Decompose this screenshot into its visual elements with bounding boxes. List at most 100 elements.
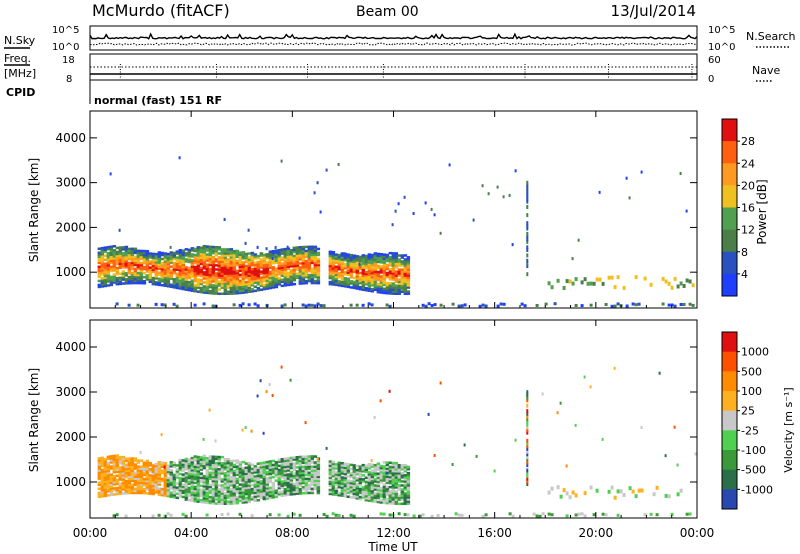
range-time-cell xyxy=(136,255,141,259)
range-time-cell xyxy=(316,253,321,257)
range-time-cell xyxy=(193,459,198,462)
y-tick-label: 3000 xyxy=(55,385,86,399)
range-time-cell xyxy=(196,463,201,467)
range-time-cell xyxy=(232,268,237,271)
range-time-cell xyxy=(205,287,210,291)
range-time-cell xyxy=(211,498,216,501)
range-time-cell xyxy=(154,281,159,284)
range-time-cell xyxy=(379,259,384,262)
range-time-cell xyxy=(364,256,369,260)
range-time-cell xyxy=(385,501,390,505)
range-time-cell xyxy=(217,472,222,475)
range-time-cell xyxy=(355,283,360,286)
range-time-cell xyxy=(205,271,210,274)
range-time-cell xyxy=(259,476,264,479)
range-time-cell xyxy=(358,469,363,472)
range-time-cell xyxy=(211,284,216,287)
range-time-cell xyxy=(364,490,369,494)
range-time-cell xyxy=(223,270,228,273)
range-time-cell xyxy=(223,496,228,499)
range-time-cell xyxy=(121,476,126,479)
range-time-cell xyxy=(382,489,387,492)
cpid-value: normal (fast) 151 RF xyxy=(94,94,222,107)
range-time-cell xyxy=(181,287,186,291)
range-time-cell xyxy=(229,252,234,255)
range-time-cell xyxy=(163,464,168,467)
range-time-cell xyxy=(187,492,192,496)
range-time-cell xyxy=(268,252,273,255)
range-time-cell xyxy=(127,253,132,257)
range-time-cell xyxy=(166,492,171,496)
range-time-cell xyxy=(112,261,117,264)
range-time-cell xyxy=(256,268,261,272)
range-time-cell xyxy=(100,261,105,264)
colorbar-tick-label: 1000 xyxy=(741,346,769,359)
range-time-cell xyxy=(406,262,411,265)
range-time-cell xyxy=(151,470,156,473)
range-time-cell xyxy=(385,267,390,271)
range-time-cell xyxy=(223,278,228,281)
range-time-cell xyxy=(226,466,231,469)
range-time-cell xyxy=(145,276,150,279)
range-time-cell xyxy=(385,473,390,476)
range-time-cell xyxy=(238,461,243,464)
range-time-cell xyxy=(670,285,674,290)
range-time-cell xyxy=(274,269,279,273)
range-time-cell xyxy=(97,275,102,279)
range-time-cell xyxy=(379,493,384,496)
range-time-cell xyxy=(406,490,411,493)
range-time-cell xyxy=(277,252,282,256)
range-time-cell xyxy=(241,263,246,266)
range-time-cell xyxy=(346,283,351,287)
range-time-cell xyxy=(202,273,207,276)
range-time-cell xyxy=(145,477,150,481)
range-time-cell xyxy=(211,483,216,487)
range-time-cell xyxy=(181,269,186,273)
range-time-cell xyxy=(208,281,213,285)
range-time-cell xyxy=(163,468,168,471)
range-time-cell xyxy=(394,486,399,489)
range-time-cell xyxy=(394,262,399,265)
range-time-cell xyxy=(205,283,210,287)
range-time-cell xyxy=(208,277,213,281)
range-time-cell xyxy=(193,249,198,253)
range-time-cell xyxy=(262,265,267,269)
range-time-cell xyxy=(265,283,270,286)
range-time-cell xyxy=(211,257,216,261)
range-time-cell xyxy=(355,479,360,482)
range-time-cell xyxy=(220,462,225,465)
range-time-cell xyxy=(340,266,345,269)
range-time-cell xyxy=(184,276,189,279)
range-time-cell xyxy=(343,476,348,480)
range-time-cell xyxy=(358,481,363,485)
range-time-cell xyxy=(232,471,237,475)
range-time-cell xyxy=(343,466,348,470)
range-time-cell xyxy=(250,259,255,263)
range-time-cell xyxy=(265,466,270,470)
range-time-cell xyxy=(313,257,318,261)
range-time-cell xyxy=(664,493,668,498)
range-time-cell xyxy=(193,273,198,277)
range-time-cell xyxy=(292,472,297,475)
range-time-cell xyxy=(184,480,189,483)
range-time-cell xyxy=(256,277,261,280)
range-time-cell xyxy=(394,276,399,279)
range-time-cell xyxy=(403,264,408,267)
range-time-cell xyxy=(151,484,156,488)
range-time-cell xyxy=(352,492,357,496)
range-time-cell xyxy=(100,263,105,266)
range-time-cell xyxy=(232,465,237,469)
range-time-cell xyxy=(298,469,303,473)
range-time-cell xyxy=(187,494,192,498)
range-time-cell xyxy=(136,265,141,269)
range-time-cell xyxy=(172,261,177,265)
range-time-cell xyxy=(265,269,270,272)
range-time-cell xyxy=(163,252,168,255)
range-time-cell xyxy=(175,286,180,290)
range-time-cell xyxy=(226,264,231,267)
range-time-cell xyxy=(190,481,195,484)
range-time-cell xyxy=(349,475,354,479)
range-time-cell xyxy=(253,279,258,282)
range-time-cell xyxy=(205,285,210,289)
range-time-cell xyxy=(253,263,258,266)
